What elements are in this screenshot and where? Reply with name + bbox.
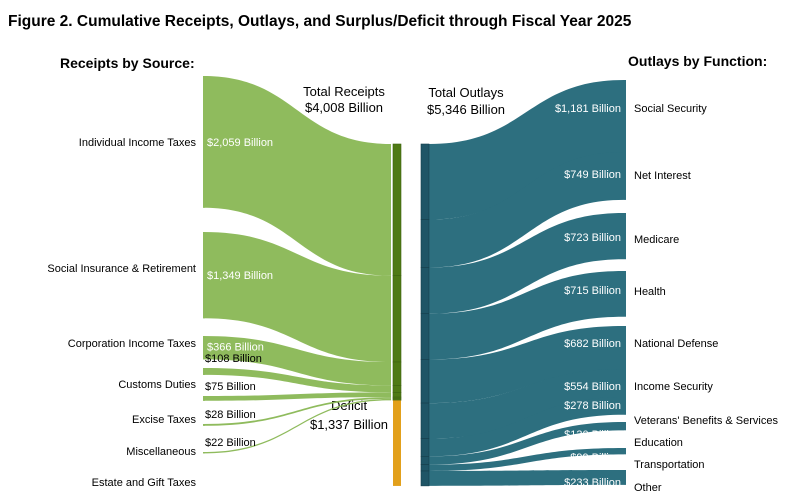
outlay-target-bar-transportation [624,448,626,455]
receipt-flow-excise-taxes [203,392,391,401]
receipts-bar-segment-estate-and-gift-taxes [392,398,402,401]
receipts-bar-segment-corporation-income-taxes [392,361,402,386]
outlay-category-label-income-security: Income Security [634,381,713,393]
receipt-category-label-excise-taxes: Excise Taxes [132,414,196,426]
outlays-bar-segment-national-defense [420,359,430,404]
outlay-target-bar-income-security [624,369,626,405]
outlay-value-label-education: $130 Billion [564,429,621,441]
outlay-category-label-transportation: Transportation [634,459,705,471]
outlays-bar-segment-health [420,313,430,360]
outlays-bar-segment-education [420,456,430,465]
outlay-flow-national-defense [429,326,624,404]
receipt-category-label-miscellaneous: Miscellaneous [126,446,196,458]
outlay-value-label-health: $715 Billion [564,285,621,297]
receipt-source-bar-corporation-income-taxes [203,336,205,360]
total-outlays-label: Total Outlays [428,85,504,100]
total-receipts-label: Total Receipts [303,84,385,99]
deficit-value: $1,337 Billion [310,417,388,432]
outlay-flow-social-security [429,80,624,220]
outlays-bar-segment-other [420,470,430,487]
outlay-value-label-social-security: $1,181 Billion [555,103,621,115]
flow-labels: Individual Income Taxes $2,059 Billion Soc… [47,103,778,494]
outlay-value-label-net-interest: $749 Billion [564,169,621,181]
receipts-bar-segment-individual-income-taxes [392,143,402,277]
total-outlays-value: $5,346 Billion [427,102,505,117]
outlay-flows [429,80,626,486]
outlay-flow-net-interest [429,152,624,268]
receipt-category-label-social-insurance-retirement: Social Insurance & Retirement [47,263,196,275]
receipt-value-label-corporation-income-taxes: $366 Billion [207,342,264,354]
receipt-flows [203,76,391,454]
receipts-bar-segment-excise-taxes [392,392,402,398]
outlay-flow-medicare [429,213,624,314]
outlay-category-label-health: Health [634,286,666,298]
receipt-category-label-corporation-income-taxes: Corporation Income Taxes [68,338,197,350]
receipts-header: Receipts by Source: [60,55,195,71]
chart-title: Figure 2. Cumulative Receipts, Outlays, … [8,13,632,30]
outlay-flow-veterans-benefits-services [429,397,624,457]
outlay-target-bar-national-defense [624,326,626,370]
receipt-source-bar-miscellaneous [203,424,205,426]
receipt-flow-corporation-income-taxes [203,336,391,386]
outlay-target-bar-veterans-benefits-services [624,397,626,415]
receipt-flow-social-insurance-retirement [203,232,391,363]
receipts-bar-segment-social-insurance-retirement [392,275,402,363]
outlay-category-label-medicare: Medicare [634,234,679,246]
deficit-bar [393,400,401,486]
outlay-category-label-national-defense: National Defense [634,338,718,350]
outlay-flow-education [429,422,624,465]
receipt-value-label-individual-income-taxes: $2,059 Billion [207,137,273,149]
receipt-value-label-social-insurance-retirement: $1,349 Billion [207,270,273,282]
outlay-target-bar-health [624,271,626,317]
outlay-flow-other [429,470,624,486]
receipt-value-label-miscellaneous: $28 Billion [205,409,256,421]
receipt-category-label-individual-income-taxes: Individual Income Taxes [79,137,197,149]
outlay-category-label-social-security: Social Security [634,103,707,115]
receipt-flow-individual-income-taxes [203,76,391,276]
outlays-bar-segment-transportation [420,464,430,472]
outlay-value-label-national-defense: $682 Billion [564,338,621,350]
outlays-bar-segment-net-interest [420,219,430,268]
receipt-category-label-customs-duties: Customs Duties [118,379,196,391]
receipt-flow-estate-and-gift-taxes [203,398,391,454]
outlay-target-bar-medicare [624,213,626,260]
outlay-target-bar-social-security [624,80,626,156]
outlay-value-label-income-security: $554 Billion [564,381,621,393]
receipt-source-bar-estate-and-gift-taxes [203,452,205,454]
receipts-bar-segment-customs-duties [392,385,402,393]
outlay-target-bar-education [624,422,626,431]
receipt-source-bar-excise-taxes [203,396,205,401]
outlays-bar-segment-medicare [420,267,430,315]
total-receipts-value: $4,008 Billion [305,100,383,115]
receipt-value-label-excise-taxes: $75 Billion [205,381,256,393]
outlays-bar-segment-veterans-benefits-services [420,438,430,457]
receipt-flow-customs-duties [203,368,391,393]
outlay-value-label-other: $233 Billion [564,477,621,489]
outlay-value-label-veterans-benefits-services: $278 Billion [564,400,621,412]
outlay-category-label-veterans-benefits-services: Veterans' Benefits & Services [634,415,778,427]
outlay-flow-health [429,271,624,360]
outlay-flow-transportation [429,448,624,471]
outlay-target-bar-net-interest [624,152,626,200]
receipt-source-bar-social-insurance-retirement [203,232,205,319]
total-bars [392,143,430,487]
outlay-category-label-other: Other [634,482,662,494]
outlay-category-label-education: Education [634,437,683,449]
outlay-value-label-medicare: $723 Billion [564,232,621,244]
receipt-value-label-estate-and-gift-taxes: $22 Billion [205,437,256,449]
receipt-source-bar-individual-income-taxes [203,76,205,208]
outlays-bar-segment-income-security [420,402,430,439]
outlay-category-label-net-interest: Net Interest [634,170,691,182]
receipt-flow-miscellaneous [203,397,391,426]
receipt-source-bar-customs-duties [203,368,205,375]
receipt-category-label-estate-and-gift-taxes: Estate and Gift Taxes [92,477,197,489]
outlays-header: Outlays by Function: [628,53,767,69]
outlay-target-bar-other [624,470,626,485]
outlays-bar-segment-social-security [420,143,430,220]
receipt-value-label-customs-duties: $108 Billion [205,353,262,365]
outlay-value-label-transportation: $99 Billion [570,452,621,464]
outlay-flow-income-security [429,369,624,439]
